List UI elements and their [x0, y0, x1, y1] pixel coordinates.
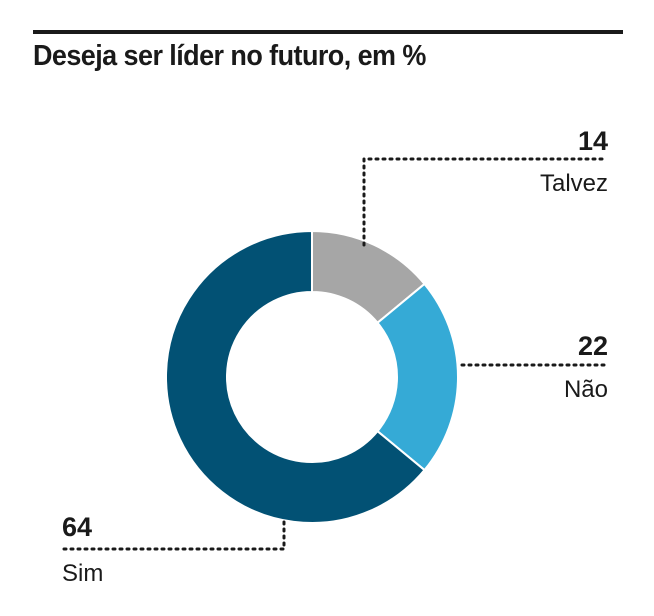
data-label-value: 64	[62, 512, 92, 542]
slice-nao	[376, 282, 459, 472]
data-label-category: Não	[564, 376, 608, 403]
top-rule	[33, 30, 623, 34]
slice-sim	[165, 229, 426, 524]
chart-title: Deseja ser líder no futuro, em %	[33, 40, 426, 72]
data-label-value: 22	[578, 331, 608, 361]
leader-line	[362, 157, 608, 247]
data-label-value: 14	[578, 126, 608, 156]
data-label-category: Sim	[62, 560, 103, 587]
leader-line	[60, 520, 286, 551]
data-label-category: Talvez	[540, 170, 608, 197]
